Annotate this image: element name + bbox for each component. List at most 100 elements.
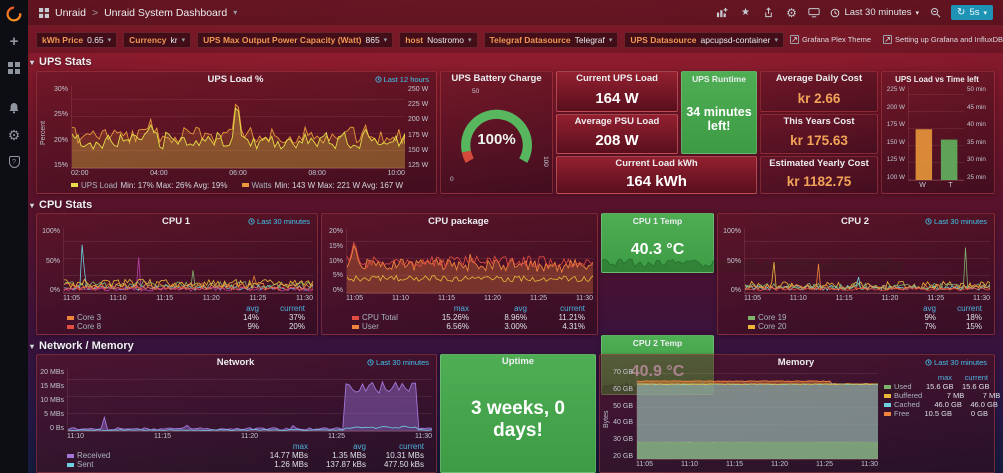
stat-value: 40.3 °C (630, 240, 685, 258)
legend-series[interactable]: Cached (884, 400, 920, 409)
legend-col[interactable]: avg (923, 304, 936, 313)
help-shield-icon[interactable]: ? (5, 153, 23, 171)
panel-title[interactable]: UPS Runtime (692, 73, 746, 84)
cpu-package-graph[interactable] (346, 228, 593, 294)
ups-bars-graph[interactable] (908, 86, 964, 181)
tick: W (919, 182, 926, 189)
panel-title[interactable]: UPS Load % Last 12 hours (207, 74, 429, 85)
cpu1-graph[interactable] (63, 228, 313, 294)
tick: 11:05 (346, 295, 363, 302)
star-icon[interactable]: ★ (740, 7, 750, 18)
network-graph[interactable] (67, 369, 432, 432)
alerting-bell-icon[interactable] (5, 99, 23, 117)
legend-series[interactable]: Core 3 (67, 313, 217, 322)
legend-series[interactable]: CPU Total (352, 313, 415, 322)
dashboards-icon[interactable] (5, 59, 23, 77)
configuration-gear-icon[interactable]: ⚙ (7, 126, 21, 143)
link-grafana-plex-theme[interactable]: ↗ Grafana Plex Theme (789, 34, 872, 44)
legend-col[interactable]: avg (353, 442, 366, 451)
panel-title[interactable]: CPU package (428, 216, 489, 227)
tv-mode-icon[interactable] (807, 6, 821, 20)
panel-title[interactable]: Current UPS Load (576, 73, 658, 84)
panel-title[interactable]: CPU 2 Temp (632, 337, 683, 348)
grafana-logo[interactable] (5, 5, 23, 23)
legend-series-watts[interactable]: Watts Min: 143 W Max: 221 W Avg: 167 W (241, 181, 403, 190)
ups-load-graph[interactable] (71, 86, 405, 169)
legend-col[interactable]: max (937, 373, 952, 382)
legend-col[interactable]: max (453, 304, 469, 313)
variable-currency[interactable]: Currency kr ▾ (123, 31, 192, 48)
dashboard-settings-gear-icon[interactable]: ⚙ (786, 5, 797, 20)
legend-series[interactable]: Free (884, 409, 910, 418)
y-axis-right: 250 W 225 W 200 W 175 W 150 W 125 W (405, 86, 432, 179)
panel-title[interactable]: This Years Cost (783, 116, 855, 127)
panel-ups-load: UPS Load % Last 12 hours Percent 30% 25%… (36, 71, 437, 194)
panel-title[interactable]: UPS Battery Charge (451, 73, 542, 84)
legend-col[interactable]: max (292, 442, 308, 451)
panel-title[interactable]: CPU 2 Last 30 minutes (841, 216, 987, 227)
variable-ups-datasource[interactable]: UPS Datasource apcupsd-container ▾ (624, 31, 784, 48)
y-axis-left: 20 MBs 15 MBs 10 MBs 5 MBs 0 Bs (39, 369, 67, 442)
time-range-picker[interactable]: Last 30 minutes ▾ (830, 7, 919, 18)
legend-col[interactable]: current (280, 304, 305, 313)
legend-series-ups-load[interactable]: UPS Load Min: 17% Max: 26% Avg: 19% (71, 181, 228, 190)
panel-title[interactable]: UPS Load vs Time left (895, 75, 979, 84)
legend-col[interactable]: current (964, 373, 988, 382)
legend-series[interactable]: Core 19 (748, 313, 894, 322)
panel-average-psu-load: Average PSU Load 208 W (556, 114, 678, 154)
legend-col[interactable]: current (957, 304, 982, 313)
row-collapse-icon: ▾ (30, 341, 35, 351)
variable-host[interactable]: host Nostromo ▾ (399, 31, 478, 48)
panel-title[interactable]: Average PSU Load (574, 116, 660, 127)
legend-series[interactable]: User (352, 322, 415, 331)
panel-title[interactable]: CPU 1 Temp (632, 215, 683, 226)
legend-col[interactable]: current (560, 304, 585, 313)
tick: 40 GB (613, 419, 633, 427)
breadcrumb-folder[interactable]: Unraid (55, 6, 86, 19)
panel-title[interactable]: CPU 1 Last 30 minutes (162, 216, 310, 227)
panel-title[interactable]: Current Load kWh (615, 158, 698, 169)
variable-kwh-price[interactable]: kWh Price 0.65 ▾ (36, 31, 118, 48)
refresh-picker[interactable]: ↻ 5s ▾ (951, 5, 993, 20)
panel-title[interactable]: Memory Last 30 minutes (777, 357, 987, 368)
breadcrumb[interactable]: Unraid > Unraid System Dashboard ▾ (38, 7, 237, 19)
panel-ups-load-vs-time-left: UPS Load vs Time left 225 W 200 W 175 W … (881, 71, 995, 194)
panel-title[interactable]: Estimated Yearly Cost (769, 158, 869, 169)
variable-telegraf-datasource[interactable]: Telegraf Datasource Telegraf ▾ (483, 31, 619, 48)
series-marker (884, 393, 891, 398)
legend-series[interactable]: Sent (67, 460, 254, 469)
cpu2-graph[interactable] (744, 228, 990, 294)
tick: 11:30 (861, 461, 878, 468)
caret-down-icon: ▾ (467, 36, 472, 44)
tick: 40 min (967, 121, 986, 129)
legend-series[interactable]: Core 20 (748, 322, 894, 331)
panel-cpu2: CPU 2 Last 30 minutes 100% 50% 0% 11:05 … (717, 213, 995, 335)
legend-col[interactable]: current (399, 442, 424, 451)
refresh-icon: ↻ (957, 7, 966, 18)
add-panel-icon[interactable] (715, 6, 729, 20)
legend-series[interactable]: Used (884, 382, 912, 391)
tick: 30 GB (613, 436, 633, 444)
tick: 0% (730, 287, 741, 294)
create-icon[interactable]: + (9, 32, 19, 50)
legend-series[interactable]: Core 8 (67, 322, 217, 331)
dashboard-title[interactable]: Unraid System Dashboard (104, 6, 228, 19)
row-cpu-stats[interactable]: ▾ CPU Stats (30, 199, 93, 211)
tick: 175 W (886, 121, 905, 129)
memory-graph[interactable] (636, 369, 878, 460)
link-ups-monitoring-guide[interactable]: ↗ Setting up Grafana and InfluxDB for UP… (883, 34, 1003, 44)
panel-title[interactable]: Uptime (501, 356, 535, 367)
legend-col[interactable]: avg (246, 304, 259, 313)
row-network-memory[interactable]: ▾ Network / Memory (30, 340, 134, 352)
title-caret-icon[interactable]: ▾ (233, 8, 238, 17)
row-ups-stats[interactable]: ▾ UPS Stats (30, 56, 92, 68)
legend-col[interactable]: avg (514, 304, 527, 313)
variable-ups-max-output[interactable]: UPS Max Output Power Capacity (Watt) 865… (197, 31, 394, 48)
panel-title[interactable]: Network Last 30 minutes (216, 357, 429, 368)
tick: 10:00 (387, 170, 405, 177)
zoom-out-icon[interactable] (928, 6, 942, 20)
share-icon[interactable] (761, 6, 775, 20)
panel-title[interactable]: Average Daily Cost (775, 73, 863, 84)
legend-series[interactable]: Buffered (884, 391, 922, 400)
legend-series[interactable]: Received (67, 451, 254, 460)
